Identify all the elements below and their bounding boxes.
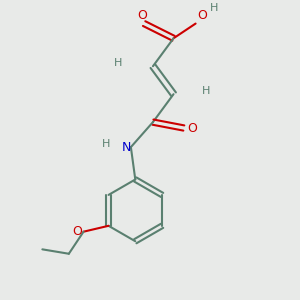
- Text: O: O: [187, 122, 196, 134]
- Text: O: O: [72, 225, 82, 238]
- Text: O: O: [197, 9, 207, 22]
- Text: H: H: [202, 86, 210, 96]
- Text: O: O: [138, 9, 148, 22]
- Text: H: H: [114, 58, 122, 68]
- Text: N: N: [122, 141, 131, 154]
- Text: H: H: [210, 3, 219, 13]
- Text: H: H: [102, 139, 110, 149]
